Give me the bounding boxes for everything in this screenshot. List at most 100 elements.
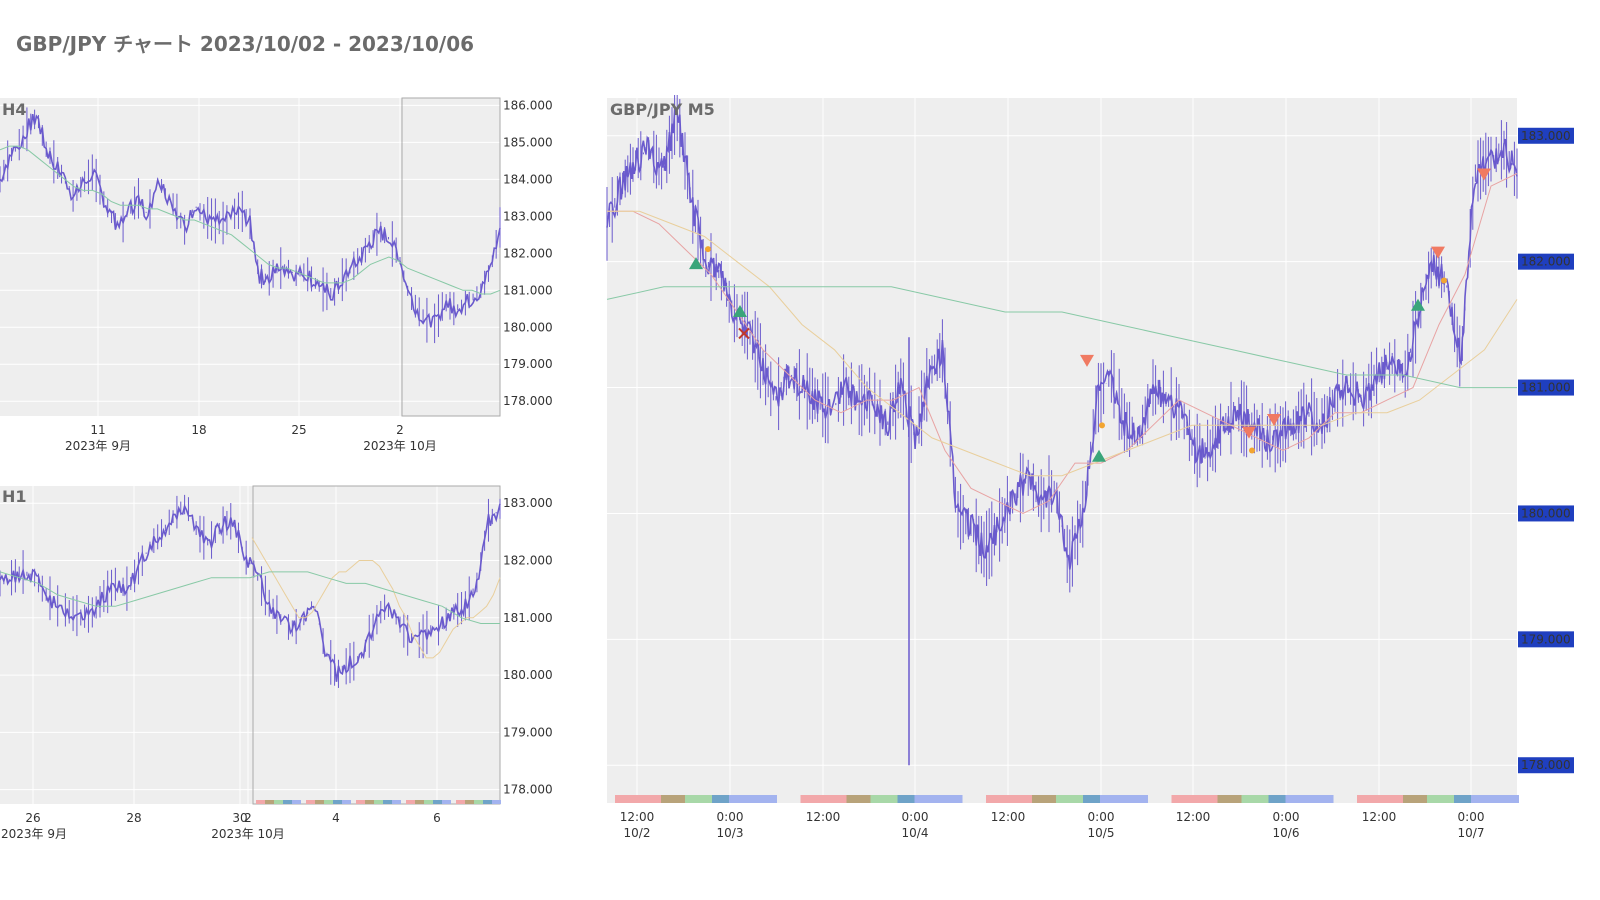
y-tick-label: 184.000: [503, 172, 553, 186]
session-bar: [474, 800, 483, 804]
x-tick-label: 10/5: [1088, 826, 1115, 840]
price-label-box: [1518, 127, 1574, 144]
panel-title: GBP/JPY M5: [610, 100, 715, 119]
x-month-label: 2023年 9月: [1, 827, 67, 841]
moving-average-line: [607, 210, 1518, 477]
h1-chart: 183.000 182.000 181.000 180.000 179.000 178.0…: [0, 485, 553, 841]
y-tick-label: 179.000: [1521, 632, 1571, 646]
session-bar: [1056, 795, 1083, 803]
x-tick-label: 0:00: [902, 810, 929, 824]
price-line: [606, 109, 1518, 570]
buy-marker: [733, 305, 747, 318]
price-label-box: [1518, 253, 1574, 270]
session-bar: [1032, 795, 1056, 803]
y-tick-label: 183.000: [503, 209, 553, 223]
take-profit-marker: [1249, 447, 1255, 454]
x-tick-label: 0:00: [1088, 810, 1115, 824]
y-tick-label: 178.000: [503, 783, 553, 797]
x-month-label: 2023年 10月: [211, 827, 285, 841]
x-tick-label: 30: [232, 811, 247, 825]
y-tick-label: 178.000: [503, 394, 553, 408]
x-tick-label: 18: [191, 423, 206, 437]
session-bar: [365, 800, 374, 804]
x-tick-label: 2: [396, 423, 404, 437]
session-bar: [324, 800, 333, 804]
sell-marker: [1242, 426, 1256, 439]
session-bar: [256, 800, 265, 804]
buy-marker: [1092, 449, 1106, 462]
y-tick-label: 183.000: [1521, 129, 1571, 143]
x-tick-label: 11: [90, 423, 105, 437]
session-bar: [315, 800, 324, 804]
moving-average-line: [251, 537, 501, 659]
y-tick-label: 182.000: [503, 553, 553, 567]
session-bar: [1427, 795, 1454, 803]
session-bar: [406, 800, 415, 804]
sell-marker: [1431, 246, 1445, 259]
x-tick-label: 2: [244, 811, 252, 825]
x-tick-label: 12:00: [620, 810, 655, 824]
x-tick-label: 10/3: [717, 826, 744, 840]
session-bar: [800, 795, 847, 803]
session-bar: [392, 800, 401, 804]
x-tick-label: 12:00: [991, 810, 1026, 824]
y-tick-label: 178.000: [1521, 758, 1571, 772]
x-tick-label: 25: [291, 423, 306, 437]
y-tick-label: 182.000: [503, 246, 553, 260]
session-bar: [712, 795, 729, 803]
x-tick-label: 0:00: [1458, 810, 1485, 824]
x-tick-label: 12:00: [1362, 810, 1397, 824]
moving-average-line: [606, 286, 1517, 389]
session-bar: [1285, 795, 1334, 803]
take-profit-marker: [1099, 422, 1105, 429]
price-label-box: [1518, 757, 1574, 774]
session-bar: [424, 800, 433, 804]
x-tick-label: 0:00: [717, 810, 744, 824]
x-tick-label: 6: [433, 811, 441, 825]
y-tick-label: 181.000: [1521, 381, 1571, 395]
session-bar: [661, 795, 685, 803]
x-tick-label: 10/2: [624, 826, 651, 840]
session-bar: [870, 795, 898, 803]
session-bar: [492, 800, 501, 804]
x-tick-label: 28: [126, 811, 141, 825]
session-bar: [615, 795, 661, 803]
session-bar: [383, 800, 392, 804]
y-tick-label: 180.000: [503, 320, 553, 334]
session-bar: [356, 800, 365, 804]
session-bar: [1217, 795, 1242, 803]
y-tick-label: 183.000: [503, 496, 553, 510]
buy-marker: [1411, 298, 1425, 311]
session-bar: [914, 795, 963, 803]
price-line: [0, 113, 501, 328]
session-bar: [1100, 795, 1148, 803]
session-bar: [1454, 795, 1471, 803]
x-tick-label: 0:00: [1273, 810, 1300, 824]
plot-area: [0, 98, 500, 416]
session-bar: [1241, 795, 1269, 803]
moving-average-line: [0, 571, 500, 624]
session-bar: [333, 800, 342, 804]
x-month-label: 2023年 10月: [363, 439, 437, 453]
sell-marker: [1267, 414, 1281, 427]
x-tick-label: 10/6: [1273, 826, 1300, 840]
price-line: [0, 503, 501, 682]
panel-title: H1: [2, 487, 27, 506]
x-tick-label: 4: [332, 811, 340, 825]
session-bar: [1171, 795, 1218, 803]
session-bar: [433, 800, 442, 804]
h4-chart: 186.000 185.000 184.000 183.000 182.000 181.0…: [0, 97, 553, 453]
price-label-box: [1518, 505, 1574, 522]
session-bar: [685, 795, 712, 803]
y-tick-label: 186.000: [503, 98, 553, 112]
y-tick-label: 182.000: [1521, 255, 1571, 269]
y-tick-label: 181.000: [503, 283, 553, 297]
buy-marker: [689, 257, 703, 270]
x-tick-label: 12:00: [806, 810, 841, 824]
y-tick-label: 179.000: [503, 357, 553, 371]
y-tick-label: 185.000: [503, 135, 553, 149]
x-month-label: 2023年 9月: [65, 439, 131, 453]
x-tick-label: 10/7: [1458, 826, 1485, 840]
moving-average-line: [607, 173, 1518, 514]
session-bar: [1403, 795, 1427, 803]
